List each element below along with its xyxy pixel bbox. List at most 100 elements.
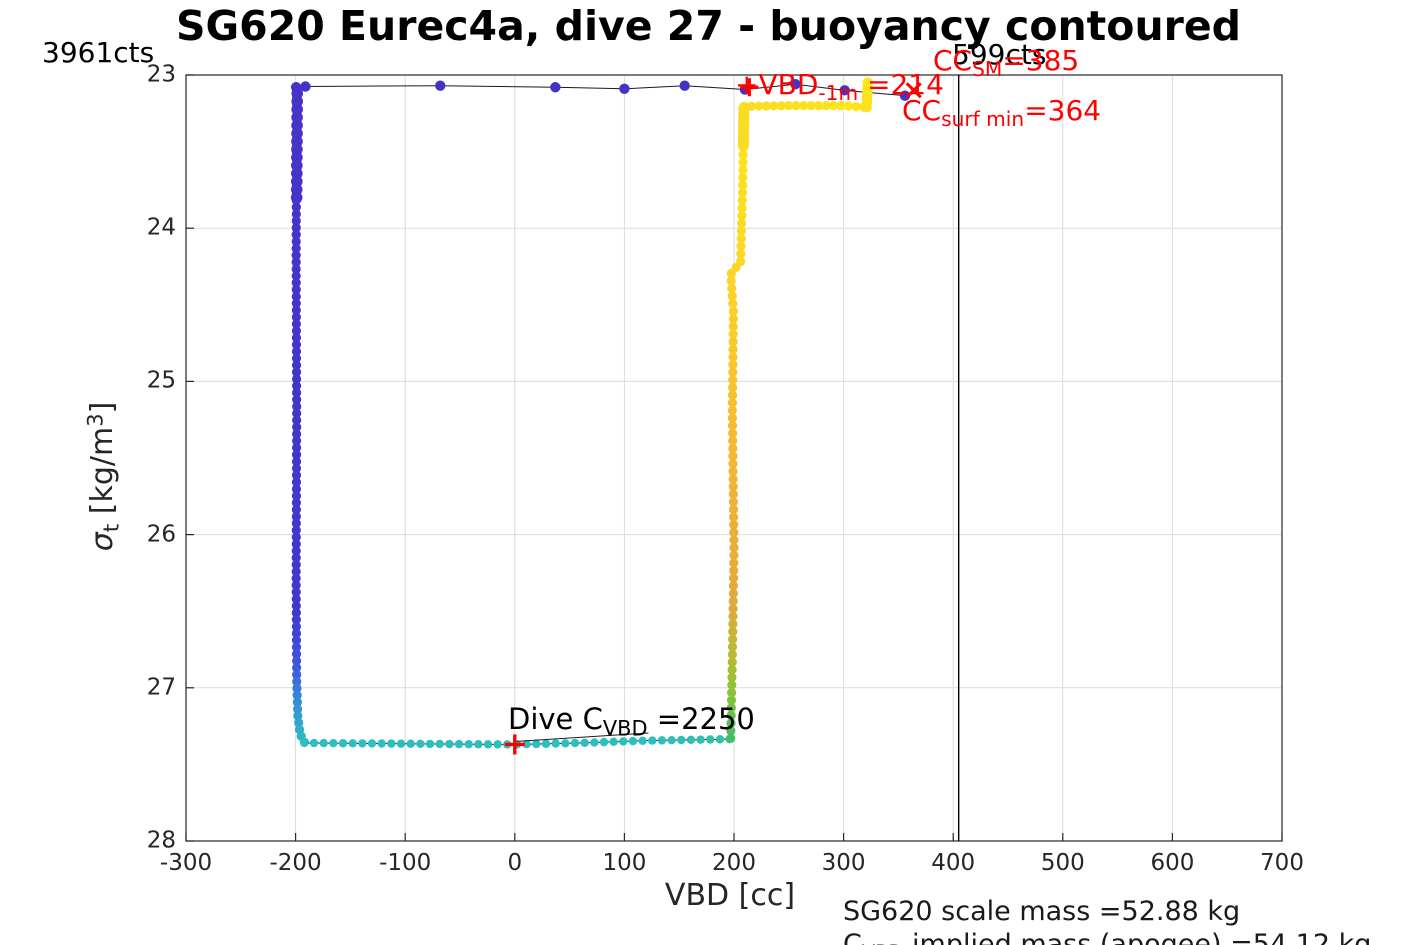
text-part: Dive C (508, 702, 603, 736)
dive-column-indigo-dot (291, 456, 302, 467)
text-part: =2250 (647, 702, 755, 736)
climb-column-green-yellow-dot (728, 459, 738, 469)
bottom-row-cyan-dot (377, 739, 386, 748)
climb-column-green-yellow-dot (728, 482, 738, 492)
bottom-row-cyan-dot (599, 737, 609, 747)
dive-column-indigo-dot (291, 243, 301, 254)
dive-column-top-blob-dot (291, 95, 304, 108)
climb-column-green-yellow-dot (728, 581, 739, 591)
climb-column-green-yellow-dot (728, 329, 738, 339)
x-tick-label: -300 (159, 850, 213, 876)
dive-column-indigo-dot (291, 546, 301, 556)
dive-column-indigo-dot (292, 436, 302, 446)
dive-column-indigo-dot (291, 594, 301, 604)
surface-track-blue-dot (899, 90, 911, 101)
bottom-row-cyan-dot (435, 739, 444, 749)
climb-column-green-yellow-dot (727, 421, 738, 431)
bottom-row-cyan-dot (338, 739, 348, 748)
surface-track-blue-dot (679, 80, 690, 91)
text-part: 3961cts (42, 36, 155, 69)
text-part: σ (84, 532, 120, 552)
y-tick-label: 28 (146, 827, 176, 854)
text-part: +VBD (735, 68, 819, 101)
dive-column-indigo-dot (292, 388, 302, 398)
dive-column-indigo-dot (294, 718, 304, 728)
annotation-dive-cvbd: Dive CVBD =2250 (508, 704, 755, 740)
bottom-row-cyan-dot (667, 735, 676, 745)
surface-row-yellow-dot (813, 101, 824, 111)
dive-column-indigo-dot (292, 422, 302, 432)
dive-column-indigo-dot (291, 278, 301, 288)
surface-row-yellow-dot (739, 101, 749, 112)
dive-column-indigo-dot (291, 312, 301, 322)
bottom-row-cyan-dot (541, 739, 551, 748)
dive-column-top-blob-dot (290, 183, 303, 196)
surface-row-yellow-dot (791, 101, 801, 111)
text-part: 3 (83, 413, 108, 427)
climb-column-green-yellow-dot (726, 710, 736, 721)
dive-column-top-blob-dot (291, 103, 303, 116)
bottom-row-cyan-dot (522, 740, 531, 749)
y-tick-label: 26 (146, 521, 176, 548)
bottom-row-cyan-dot (686, 735, 696, 745)
dive-column-indigo-dot (291, 326, 302, 336)
bottom-row-cyan-dot (561, 739, 570, 748)
text-part: CC (933, 44, 973, 77)
dive-column-indigo-dot (291, 463, 302, 474)
climb-column-green-yellow-dot (728, 367, 738, 377)
climb-column-green-yellow-dot (736, 249, 746, 259)
x-tick-label: 700 (1260, 850, 1304, 876)
dive-column-indigo-dot (291, 573, 301, 584)
bottom-row-cyan-dot (329, 738, 338, 748)
surface-track-blue-dot (790, 78, 801, 90)
bottom-row-cyan-dot (638, 736, 647, 745)
dive-column-indigo-dot (291, 587, 301, 597)
climb-column-green-yellow-dot (726, 733, 736, 743)
dive-column-indigo-dot (291, 470, 302, 480)
dive-column-indigo-dot (291, 346, 302, 357)
dive-column-indigo-dot (291, 216, 301, 226)
bottom-row-cyan-dot (696, 735, 705, 744)
dive-column-top-blob-dot (290, 191, 303, 204)
dive-column-indigo-dot (291, 566, 301, 577)
dive-column-top-blob-dot (291, 119, 303, 132)
climb-column-green-yellow-dot (726, 276, 736, 286)
dive-column-indigo-dot (291, 333, 302, 343)
climb-column-green-yellow-dot (728, 451, 738, 461)
annotation-scale-mass: SG620 scale mass =52.88 kg (843, 897, 1240, 926)
surface-track-blue-line (296, 83, 906, 97)
surface-row-yellow-dot (769, 101, 779, 111)
bottom-row-cyan-dot (309, 738, 319, 748)
dive-column-indigo-dot (291, 553, 301, 563)
surface-row-yellow-dot (821, 101, 831, 111)
text-part: surf min (941, 107, 1025, 132)
climb-column-green-yellow-dot (728, 489, 738, 499)
bottom-row-cyan-dot (715, 735, 725, 744)
dive-column-indigo-dot (292, 690, 302, 700)
text-part: -1m (818, 81, 859, 106)
surface-row-yellow-dot (836, 101, 846, 111)
dive-column-indigo-dot (291, 319, 301, 329)
dive-column-indigo-dot (292, 429, 302, 439)
dive-column-indigo-dot (291, 477, 302, 487)
climb-column-green-yellow-dot (727, 665, 737, 675)
bottom-row-cyan-dot (387, 739, 396, 748)
climb-column-green-yellow-dot (728, 504, 739, 515)
dive-column-indigo-dot (291, 621, 302, 632)
dive-column-indigo-dot (292, 670, 302, 680)
climb-column-green-yellow-dot (727, 390, 738, 400)
climb-column-green-yellow-dot (727, 283, 737, 293)
surface-row-yellow-dot (776, 101, 786, 111)
dive-column-indigo-dot (291, 505, 301, 515)
text-part: C (843, 929, 862, 945)
annotation-cc-sm: CCSM=385 (933, 46, 1079, 80)
dive-column-indigo-dot (291, 511, 301, 522)
dive-column-indigo-dot (291, 560, 301, 570)
climb-column-green-yellow-dot (728, 359, 738, 370)
dive-column-indigo-dot (291, 305, 301, 315)
climb-column-green-yellow-dot (737, 195, 747, 205)
climb-column-green-yellow-dot (729, 543, 739, 553)
surface-track-blue-dot (300, 81, 311, 92)
text-part: ] (84, 401, 120, 414)
